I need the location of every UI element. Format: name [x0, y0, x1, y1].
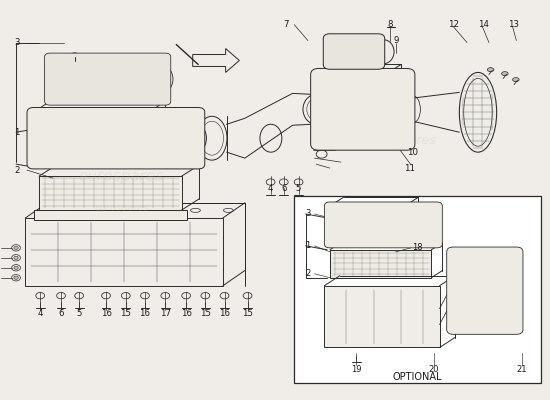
Bar: [39, 176, 182, 210]
FancyBboxPatch shape: [323, 34, 384, 69]
Ellipse shape: [14, 256, 18, 259]
FancyBboxPatch shape: [447, 247, 523, 334]
Text: eurospares: eurospares: [94, 203, 148, 213]
Ellipse shape: [78, 274, 83, 278]
Text: 16: 16: [101, 309, 112, 318]
Ellipse shape: [487, 68, 494, 72]
Text: 8: 8: [387, 20, 393, 29]
Text: 19: 19: [351, 365, 361, 374]
Bar: [25, 218, 223, 286]
Text: 3: 3: [305, 210, 311, 218]
Text: 10: 10: [406, 148, 417, 157]
Text: 2: 2: [305, 269, 311, 278]
Text: 1: 1: [305, 241, 311, 250]
Ellipse shape: [192, 274, 198, 278]
Ellipse shape: [14, 276, 18, 279]
Bar: [330, 250, 431, 278]
Ellipse shape: [166, 274, 170, 278]
Text: 20: 20: [429, 365, 439, 374]
FancyBboxPatch shape: [45, 53, 170, 105]
Text: 16: 16: [180, 309, 191, 318]
Text: 14: 14: [478, 20, 489, 29]
Text: 3: 3: [14, 38, 20, 47]
Text: 4: 4: [37, 309, 43, 318]
Text: 11: 11: [404, 164, 415, 173]
Text: 5: 5: [76, 309, 82, 318]
Text: 6: 6: [281, 184, 287, 192]
Text: 5: 5: [296, 184, 301, 192]
Ellipse shape: [513, 78, 519, 82]
Ellipse shape: [322, 128, 327, 132]
FancyBboxPatch shape: [311, 68, 415, 150]
Text: 6: 6: [58, 309, 64, 318]
Text: 1: 1: [14, 128, 20, 137]
Text: 15: 15: [242, 309, 253, 318]
Text: 16: 16: [219, 309, 230, 318]
Bar: [324, 286, 439, 348]
Text: 18: 18: [412, 243, 423, 252]
Ellipse shape: [14, 246, 18, 250]
Ellipse shape: [111, 274, 116, 278]
Text: 9: 9: [393, 36, 398, 45]
Text: 2: 2: [14, 166, 20, 175]
Text: 21: 21: [516, 365, 527, 374]
Ellipse shape: [70, 53, 80, 62]
Ellipse shape: [73, 57, 77, 61]
Ellipse shape: [50, 274, 56, 278]
Text: 15: 15: [200, 309, 211, 318]
Bar: [34, 210, 187, 220]
Text: 12: 12: [448, 20, 459, 29]
FancyBboxPatch shape: [324, 202, 442, 248]
Text: 4: 4: [268, 184, 273, 192]
Ellipse shape: [502, 72, 508, 76]
Text: eurospares: eurospares: [366, 134, 436, 147]
Text: 13: 13: [508, 20, 519, 29]
Ellipse shape: [138, 274, 144, 278]
Text: 15: 15: [120, 309, 131, 318]
Ellipse shape: [14, 266, 18, 269]
Text: eurospares: eurospares: [79, 168, 164, 184]
Text: 7: 7: [283, 20, 289, 29]
FancyBboxPatch shape: [27, 108, 205, 169]
Text: 16: 16: [140, 309, 151, 318]
Text: 17: 17: [160, 309, 171, 318]
Bar: [294, 196, 541, 383]
Text: OPTIONAL: OPTIONAL: [393, 372, 442, 382]
